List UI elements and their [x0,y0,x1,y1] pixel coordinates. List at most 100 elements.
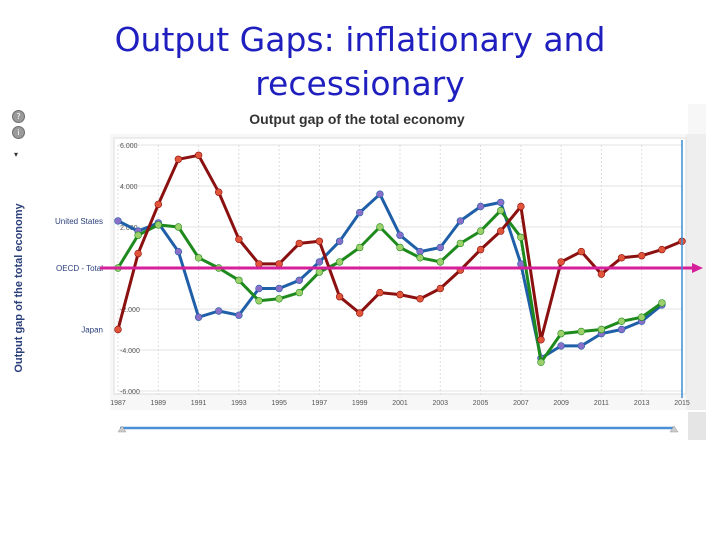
x-tick-label: 1997 [312,400,328,407]
data-point-japan[interactable] [577,247,585,256]
data-point-japan[interactable] [436,284,444,293]
y-axis-label: Output gap of the total economy [13,202,25,372]
data-point-japan[interactable] [617,254,626,262]
data-point-united-states[interactable] [215,307,223,315]
navigator-left-handle[interactable] [117,425,127,433]
data-point-oecd-total[interactable] [658,299,666,307]
data-point-japan[interactable] [396,290,404,299]
info-icon[interactable]: i [12,126,25,139]
x-tick-label: 1995 [271,400,287,407]
data-point-united-states[interactable] [295,276,303,284]
series-line-oecd-total[interactable] [116,209,663,364]
data-point-japan[interactable] [114,325,122,334]
data-point-oecd-total[interactable] [476,227,485,235]
data-point-united-states[interactable] [356,208,364,217]
data-point-oecd-total[interactable] [356,243,364,252]
data-point-japan[interactable] [275,260,283,268]
data-point-united-states[interactable] [255,284,263,293]
data-point-japan[interactable] [637,252,646,260]
data-point-japan[interactable] [537,336,545,344]
x-tick-label: 2005 [473,400,489,407]
data-point-oecd-total[interactable] [134,231,142,239]
data-point-japan[interactable] [416,295,424,303]
data-point-united-states[interactable] [617,325,626,334]
data-point-united-states[interactable] [416,247,424,256]
data-point-oecd-total[interactable] [235,276,243,284]
chart-title: Output gap of the total economy [249,111,465,127]
data-point-united-states[interactable] [476,202,485,211]
data-point-oecd-total[interactable] [617,317,626,325]
data-point-oecd-total[interactable] [335,258,344,266]
data-point-oecd-total[interactable] [537,358,545,366]
x-tick-label: 2009 [553,400,569,407]
x-tick-label: 2015 [674,400,690,407]
data-point-united-states[interactable] [376,190,384,198]
data-point-japan[interactable] [295,239,303,248]
data-point-japan[interactable] [597,270,606,278]
data-point-oecd-total[interactable] [154,221,163,229]
data-point-united-states[interactable] [315,258,324,266]
data-point-japan[interactable] [174,155,183,164]
data-point-japan[interactable] [255,260,263,268]
x-tick-label: 2007 [513,400,529,407]
data-point-united-states[interactable] [235,311,243,319]
data-point-japan[interactable] [315,237,324,246]
data-point-oecd-total[interactable] [396,243,404,252]
data-point-oecd-total[interactable] [376,223,384,231]
data-point-oecd-total[interactable] [456,239,465,248]
slide-title: Output Gaps: inflationary and recessiona… [0,18,720,106]
help-icon[interactable]: ? [12,110,25,123]
data-point-japan[interactable] [154,200,163,209]
data-point-oecd-total[interactable] [637,313,646,321]
navigator-scroll-end[interactable] [688,412,706,440]
data-point-japan[interactable] [376,288,384,297]
series-line-united-states[interactable] [117,192,663,360]
data-point-oecd-total[interactable] [255,297,263,305]
data-point-japan[interactable] [335,293,344,301]
data-point-united-states[interactable] [335,237,344,246]
x-tick-label: 1999 [352,400,368,407]
data-point-united-states[interactable] [456,217,465,225]
data-point-united-states[interactable] [396,231,404,239]
data-point-united-states[interactable] [436,243,444,252]
data-point-united-states[interactable] [114,217,122,225]
data-point-oecd-total[interactable] [416,254,424,262]
data-point-japan[interactable] [497,227,505,235]
data-point-oecd-total[interactable] [315,268,324,276]
data-point-japan[interactable] [134,249,142,258]
data-point-oecd-total[interactable] [194,254,203,262]
data-point-oecd-total[interactable] [295,288,303,297]
data-point-oecd-total[interactable] [577,327,585,336]
data-point-japan[interactable] [194,151,203,160]
chevron-down-icon[interactable]: ▾ [14,150,19,159]
data-point-oecd-total[interactable] [436,258,444,266]
data-point-oecd-total[interactable] [597,325,606,334]
data-point-united-states[interactable] [577,342,585,350]
data-point-japan[interactable] [557,258,565,266]
navigator [116,412,686,440]
data-point-japan[interactable] [215,188,223,196]
data-point-oecd-total[interactable] [517,233,525,242]
chart-header [110,104,688,134]
data-point-oecd-total[interactable] [557,329,565,338]
data-point-oecd-total[interactable] [174,223,183,231]
data-point-united-states[interactable] [174,247,183,256]
x-tick-label: 2013 [634,400,650,407]
data-point-united-states[interactable] [497,198,505,207]
data-point-united-states[interactable] [194,313,203,321]
y-tick-label: 4.000 [120,184,138,191]
navigator-right-handle[interactable] [669,425,679,433]
data-point-japan[interactable] [356,309,364,317]
data-point-japan[interactable] [235,235,243,244]
data-point-japan[interactable] [517,202,525,211]
legend-label-oecd-total: OECD - Total [56,264,103,273]
data-point-united-states[interactable] [275,284,283,293]
data-point-oecd-total[interactable] [275,295,283,303]
chart-right-gutter [686,134,706,410]
data-point-united-states[interactable] [557,342,565,350]
data-point-japan[interactable] [658,245,666,254]
data-point-japan[interactable] [476,245,485,254]
data-point-oecd-total[interactable] [497,206,505,215]
